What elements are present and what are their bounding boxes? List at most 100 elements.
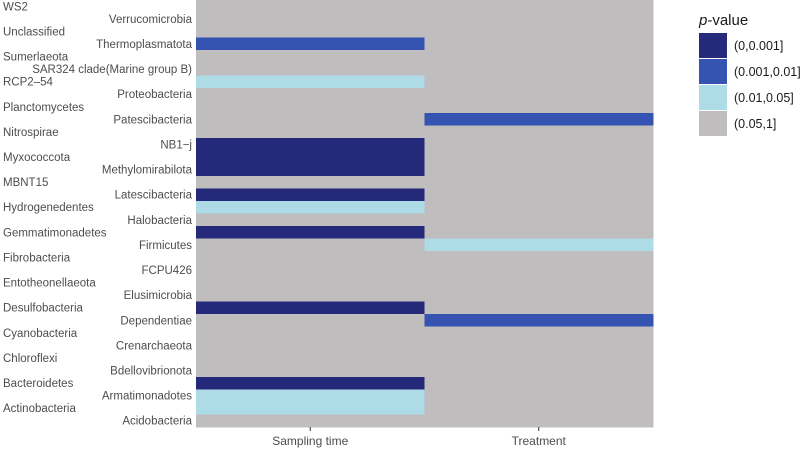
legend-swatch — [699, 59, 727, 84]
heatmap-cell — [196, 339, 426, 353]
heatmap-cell — [424, 389, 654, 403]
y-tick-label: Patescibacteria — [113, 114, 192, 126]
heatmap-cell — [424, 414, 654, 428]
heatmap-cell — [196, 351, 426, 365]
legend-swatch — [699, 85, 727, 110]
legend-title: p-value — [698, 12, 748, 29]
heatmap-cell — [424, 188, 654, 202]
legend-label: (0.05,1] — [734, 117, 776, 131]
x-tick-label: Treatment — [512, 434, 567, 448]
heatmap-cell — [424, 62, 654, 76]
y-tick-label: WS2 — [3, 1, 28, 13]
heatmap-cell — [196, 301, 426, 315]
y-tick-label: Bdellovibrionota — [110, 365, 192, 377]
heatmap-cell — [424, 87, 654, 102]
heatmap-cell — [196, 188, 426, 202]
y-tick-label: Proteobacteria — [117, 89, 192, 101]
heatmap-cell — [196, 263, 426, 277]
y-tick-label: Desulfobacteria — [3, 303, 84, 315]
heatmap-cell — [196, 200, 426, 215]
y-tick-label: Sumerlaeota — [3, 52, 69, 64]
y-tick-label: Chloroflexi — [3, 353, 57, 365]
legend-swatch — [699, 33, 727, 58]
y-tick-label: Armatimonadotes — [102, 391, 192, 403]
heatmap-cell — [196, 326, 426, 340]
heatmap-cell — [424, 326, 654, 340]
heatmap-cell — [424, 75, 654, 89]
heatmap-cell — [196, 238, 426, 252]
y-tick-label: Thermoplasmatota — [96, 39, 192, 51]
y-tick-label: Planctomycetes — [3, 102, 84, 114]
heatmap-cell — [196, 75, 426, 89]
heatmap-cell — [196, 150, 426, 164]
heatmap-cell — [196, 12, 426, 26]
heatmap-cell — [424, 364, 654, 378]
heatmap-cell — [424, 251, 654, 265]
heatmap-cell — [424, 301, 654, 315]
heatmap-cell — [424, 37, 654, 51]
heatmap-cell — [196, 62, 426, 76]
heatmap-cell — [424, 138, 654, 152]
y-tick-label: Crenarchaeota — [116, 340, 193, 352]
legend-title-italic: p — [698, 12, 707, 29]
heatmap-cell — [196, 0, 426, 14]
heatmap-cell — [196, 50, 426, 64]
heatmap-cell — [196, 213, 426, 227]
heatmap-cell — [424, 25, 654, 39]
y-tick-label: Verrucomicrobia — [109, 14, 193, 26]
y-tick-label: FCPU426 — [142, 265, 193, 277]
y-tick-label: Bacteroidetes — [3, 378, 74, 390]
heatmap-cell — [424, 113, 654, 127]
y-tick-label: Unclassified — [3, 26, 65, 38]
heatmap-cell — [196, 401, 426, 416]
heatmap-cell — [424, 339, 654, 353]
y-tick-label: SAR324 clade(Marine group B) — [32, 64, 192, 76]
y-tick-label: Methylomirabilota — [102, 165, 193, 177]
y-tick-label: Entotheonellaeota — [3, 278, 96, 290]
y-tick-label: Dependentiae — [120, 315, 192, 327]
heatmap-cell — [196, 25, 426, 39]
heatmap-cell — [196, 276, 426, 290]
y-tick-label: Elusimicrobia — [124, 290, 193, 302]
heatmap-cell — [424, 376, 654, 390]
heatmap-cell — [424, 50, 654, 64]
heatmap-cell — [196, 100, 426, 114]
heatmap-cell — [196, 376, 426, 390]
heatmap-cell — [424, 401, 654, 416]
y-tick-label: Nitrospirae — [3, 127, 59, 139]
y-tick-label: Hydrogenedentes — [3, 202, 94, 214]
x-tick-label: Sampling time — [272, 434, 348, 448]
y-tick-label: RCP2–54 — [3, 77, 53, 89]
heatmap-cell — [196, 125, 426, 139]
heatmap-cell — [196, 414, 426, 428]
heatmap-cell — [196, 226, 426, 240]
heatmap-cell — [196, 313, 426, 328]
heatmap-cell — [424, 226, 654, 240]
heatmap-cell — [424, 125, 654, 139]
y-tick-label: MBNT15 — [3, 177, 48, 189]
heatmap-cell — [196, 251, 426, 265]
legend-title-rest: -value — [707, 12, 748, 29]
legend-label: (0,0.001] — [734, 39, 783, 53]
heatmap-cell — [424, 12, 654, 26]
y-tick-label: Latescibacteria — [115, 190, 193, 202]
heatmap-cell — [196, 113, 426, 127]
y-tick-label: Gemmatimonadetes — [3, 227, 107, 239]
y-tick-label: Myxococcota — [3, 152, 71, 164]
heatmap-cell — [196, 37, 426, 51]
y-tick-label: NB1−j — [160, 139, 192, 151]
heatmap-cell — [196, 87, 426, 102]
y-tick-label: Halobacteria — [127, 215, 192, 227]
heatmap-cell — [196, 163, 426, 177]
heatmap-cell — [196, 138, 426, 152]
legend-swatch — [699, 111, 727, 136]
heatmap-cell — [424, 100, 654, 114]
heatmap-cell — [424, 276, 654, 290]
legend-label: (0.001,0.01] — [734, 65, 801, 79]
legend-label: (0.01,0.05] — [734, 91, 794, 105]
heatmap-cell — [196, 364, 426, 378]
x-axis: Sampling time Treatment — [272, 427, 567, 448]
heatmap-cell — [424, 200, 654, 215]
heatmap-cell — [424, 263, 654, 277]
